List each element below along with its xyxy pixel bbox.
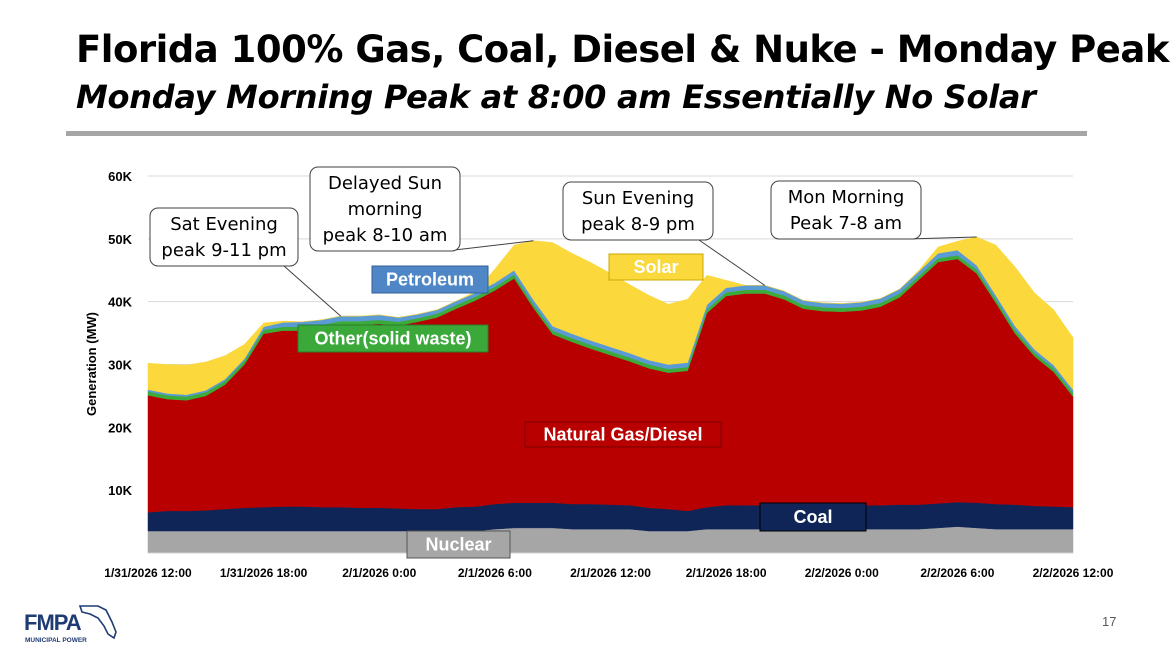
fmpa-logo: FMPA MUNICIPAL POWER <box>24 605 117 644</box>
callout-pointer <box>906 236 977 240</box>
series-tag-text: Petroleum <box>386 270 474 290</box>
callout: Mon Morning Peak 7-8 am <box>770 180 977 240</box>
callout-box <box>770 180 922 240</box>
florida-outline-icon <box>78 605 117 640</box>
callout-pointer <box>698 239 765 286</box>
callout-text: Delayed Sun <box>328 173 442 194</box>
y-tick-label: 40K <box>108 295 132 310</box>
callout: Sat Evening peak 9-11 pm <box>149 207 342 317</box>
series-tag-nuclear: Nuclear <box>406 530 511 559</box>
series-tag-box <box>524 421 722 448</box>
callout: Delayed Sun morning peak 8-10 am <box>309 166 534 252</box>
series-tag-petroleum: Petroleum <box>371 265 489 294</box>
callout-box <box>149 207 299 267</box>
x-tick-label: 2/2/2026 12:00 <box>1033 566 1114 580</box>
y-tick-label: 50K <box>108 232 132 247</box>
callout-text: Peak 7-8 am <box>790 213 902 234</box>
x-tick-label: 2/2/2026 0:00 <box>805 566 879 580</box>
callout-text: peak 8-9 pm <box>581 214 695 235</box>
callout-text: Sun Evening <box>582 188 694 209</box>
callout-text: morning <box>348 199 423 220</box>
title-divider <box>66 131 1087 136</box>
series-labels: Petroleum Other(solid waste) Solar Natural … <box>297 253 867 559</box>
x-tick-label: 2/1/2026 12:00 <box>570 566 651 580</box>
area-solar <box>147 236 1074 395</box>
series-tag-text: Natural Gas/Diesel <box>543 425 702 445</box>
series-tag-text: Nuclear <box>425 535 491 555</box>
y-tick-label: 30K <box>108 358 132 373</box>
series-tag-box <box>297 324 489 353</box>
callout-text: peak 9-11 pm <box>161 240 286 261</box>
x-tick-label: 2/1/2026 6:00 <box>458 566 532 580</box>
series-tag-solar: Solar <box>608 253 704 281</box>
x-tick-label: 2/2/2026 6:00 <box>920 566 994 580</box>
callout-box <box>309 166 461 252</box>
callouts: Sat Evening peak 9-11 pm Delayed Sun mornin… <box>149 166 977 317</box>
callout-pointer <box>283 265 342 317</box>
series-tag-box <box>608 253 704 281</box>
callout-text: peak 8-10 am <box>323 225 448 246</box>
stacked-areas <box>147 236 1074 554</box>
series-tag-coal: Coal <box>759 502 867 532</box>
slide-title: Florida 100% Gas, Coal, Diesel & Nuke - … <box>76 28 1169 71</box>
y-axis-label: Generation (MW) <box>84 312 99 416</box>
series-tag-natural-gas-diesel: Natural Gas/Diesel <box>524 421 722 448</box>
series-tag-box <box>371 265 489 294</box>
x-tick-label: 2/1/2026 18:00 <box>686 566 767 580</box>
series-tag-text: Other(solid waste) <box>314 329 471 349</box>
callout: Sun Evening peak 8-9 pm <box>562 181 765 286</box>
x-axis-ticks: 1/31/2026 12:00 1/31/2026 18:00 2/1/2026 0… <box>104 566 1113 580</box>
callout-box <box>562 181 714 241</box>
series-tag-other-solid-waste: Other(solid waste) <box>297 324 489 353</box>
callout-pointer <box>445 240 534 252</box>
logo-text: FMPA <box>24 610 82 635</box>
logo-subtext: MUNICIPAL POWER <box>25 637 87 644</box>
series-tag-text: Coal <box>793 507 832 527</box>
slide-subtitle: Monday Morning Peak at 8:00 am Essential… <box>76 78 1036 116</box>
x-tick-label: 1/31/2026 18:00 <box>220 566 308 580</box>
y-tick-label: 60K <box>108 169 132 184</box>
y-tick-label: 10K <box>108 483 132 498</box>
page-number: 17 <box>1102 614 1117 629</box>
callout-text: Mon Morning <box>788 187 905 208</box>
x-tick-label: 2/1/2026 0:00 <box>342 566 416 580</box>
x-tick-label: 1/31/2026 12:00 <box>104 566 192 580</box>
y-tick-label: 20K <box>108 420 132 435</box>
callout-text: Sat Evening <box>170 214 278 235</box>
series-tag-box <box>759 502 867 532</box>
series-tag-text: Solar <box>633 257 678 277</box>
series-tag-box <box>406 530 511 559</box>
y-axis-ticks: 10K 20K 30K 40K 50K 60K <box>108 169 132 498</box>
